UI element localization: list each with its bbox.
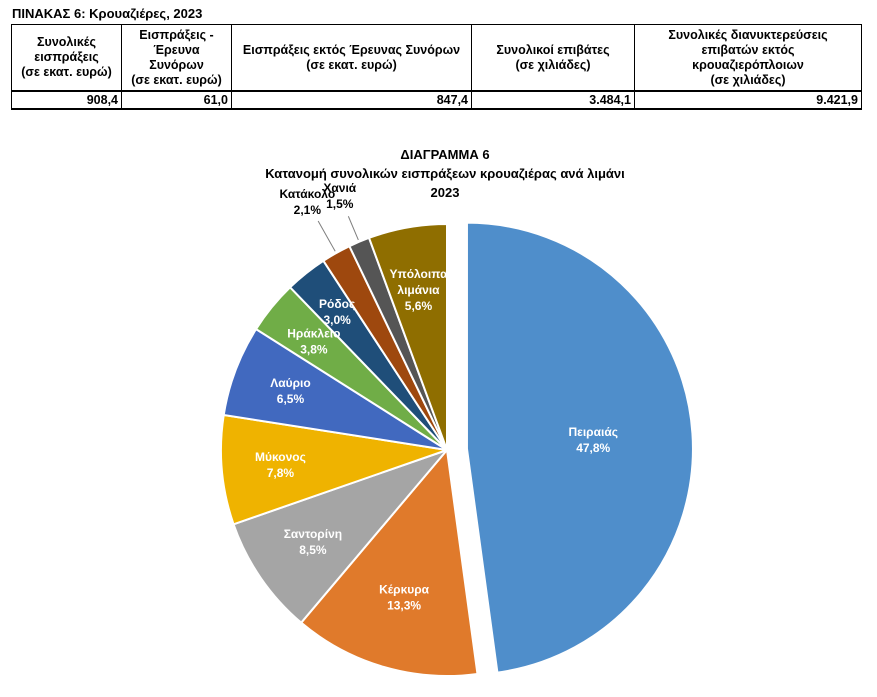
value-total-passengers: 3.484,1 bbox=[471, 90, 635, 110]
chart-subtitle: Κατανομή συνολικών εισπράξεων κρουαζιέρα… bbox=[265, 166, 625, 181]
pie-value-label-9: 1,5% bbox=[326, 197, 354, 211]
pie-name-label-10: λιμάνια bbox=[397, 283, 440, 297]
value-non-survey-receipts: 847,4 bbox=[231, 90, 472, 110]
pie-value-label-10: 5,6% bbox=[405, 299, 433, 313]
pie-value-label-7: 3,0% bbox=[323, 313, 351, 327]
value-total-receipts: 908,4 bbox=[11, 90, 122, 110]
pie-name-label-4: Μύκονος bbox=[255, 450, 306, 464]
pie-value-label-3: 8,5% bbox=[299, 543, 327, 557]
pie-name-label-1: Πειραιάς bbox=[568, 425, 617, 439]
pie-leader-line-8 bbox=[317, 220, 336, 252]
pie-value-label-8: 2,1% bbox=[294, 203, 322, 217]
pie-slice-2 bbox=[299, 447, 479, 677]
pie-value-label-6: 3,8% bbox=[300, 342, 328, 356]
value-border-survey-receipts: 61,0 bbox=[121, 90, 232, 110]
chart-title: ΔΙΑΓΡΑΜΜΑ 6 bbox=[400, 147, 489, 162]
pie-leader-line-9 bbox=[347, 216, 359, 241]
value-overnight-stays: 9.421,9 bbox=[634, 90, 862, 110]
table-title: ΠΙΝΑΚΑΣ 6: Κρουαζιέρες, 2023 bbox=[12, 6, 203, 21]
pie-value-label-1: 47,8% bbox=[576, 441, 610, 455]
chart-year: 2023 bbox=[431, 185, 460, 200]
pie-value-label-4: 7,8% bbox=[267, 466, 295, 480]
pie-chart: ΔΙΑΓΡΑΜΜΑ 6 Κατανομή συνολικών εισπράξεω… bbox=[220, 147, 694, 677]
pie-name-label-8: Κατάκολο bbox=[280, 187, 336, 201]
pie-slice-10 bbox=[367, 222, 448, 451]
header-total-passengers: Συνολικοί επιβάτες (σε χιλιάδες) bbox=[471, 24, 635, 92]
pie-slices bbox=[220, 221, 694, 677]
pie-name-label-10: Υπόλοιπα bbox=[390, 267, 449, 281]
pie-name-label-5: Λαύριο bbox=[270, 376, 310, 390]
header-overnight-stays: Συνολικές διανυκτερεύσεις επιβατών εκτός… bbox=[634, 24, 862, 92]
header-non-survey-receipts: Εισπράξεις εκτός Έρευνας Συνόρων (σε εκα… bbox=[231, 24, 472, 92]
pie-value-label-2: 13,3% bbox=[387, 599, 421, 613]
pie-name-label-9: Χανιά bbox=[323, 181, 356, 195]
pie-name-label-2: Κέρκυρα bbox=[379, 583, 430, 597]
pie-labels: Πειραιάς 47,8% Κέρκυρα 13,3% Σαντορίνη 8,5% Μύ… bbox=[255, 181, 618, 613]
pie-name-label-6: Ηράκλειο bbox=[287, 326, 340, 340]
header-total-receipts: Συνολικές εισπράξεις (σε εκατ. ευρώ) bbox=[11, 24, 122, 92]
pie-name-label-7: Ρόδος bbox=[319, 297, 355, 311]
cruise-table: Συνολικές εισπράξεις (σε εκατ. ευρώ) Εισ… bbox=[11, 24, 862, 110]
pie-slice-1 bbox=[465, 221, 694, 674]
pie-value-label-5: 6,5% bbox=[277, 392, 305, 406]
table-row: 908,4 61,0 847,4 3.484,1 9.421,9 bbox=[11, 90, 862, 110]
table-header-row: Συνολικές εισπράξεις (σε εκατ. ευρώ) Εισ… bbox=[11, 24, 862, 92]
header-border-survey-receipts: Εισπράξεις - Έρευνα Συνόρων (σε εκατ. ευ… bbox=[121, 24, 232, 92]
pie-slice-3 bbox=[232, 447, 451, 625]
pie-slice-4 bbox=[220, 413, 448, 526]
pie-name-label-3: Σαντορίνη bbox=[284, 527, 342, 541]
